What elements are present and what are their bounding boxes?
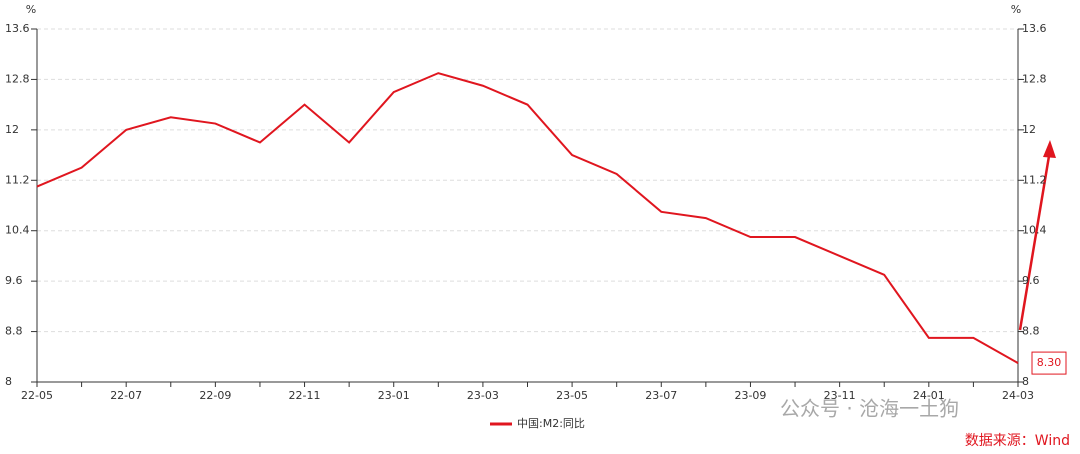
y-unit: %	[26, 3, 36, 16]
y-tick-label: 11.2	[5, 173, 30, 186]
value-label-box	[1031, 351, 1067, 375]
x-tick-label: 22-07	[110, 389, 142, 402]
y2-tick-label: 8.8	[1022, 325, 1040, 338]
watermark: 公众号 · 沧海一土狗	[780, 397, 959, 421]
y-tick-label: 8	[5, 375, 12, 388]
y-tick-label: 10.4	[5, 224, 30, 237]
arrow	[1018, 149, 1052, 331]
y2-tick-label: 13.6	[1022, 22, 1047, 35]
x-tick-label: 24-01	[913, 389, 945, 402]
y2-tick-label: 12	[1022, 123, 1036, 136]
y2-tick-label: 8	[1022, 375, 1029, 388]
source: 数据来源：Wind	[965, 433, 1070, 449]
x-tick-label: 22-11	[289, 389, 321, 402]
y2-tick-label: 10.4	[1022, 224, 1047, 237]
y-tick-label: 12	[5, 123, 19, 136]
y-tick-label: 12.8	[5, 72, 30, 85]
line	[36, 72, 1019, 364]
y2-tick-label: 12.8	[1022, 72, 1047, 85]
y2-tick-label: 11.2	[1022, 173, 1047, 186]
x-tick-label: 23-05	[556, 389, 588, 402]
arrow-head	[1043, 140, 1056, 158]
x-tick-label: 23-09	[734, 389, 766, 402]
y2-tick-label: 9.6	[1022, 274, 1040, 287]
x-tick-label: 24-03	[1002, 389, 1034, 402]
legend-label: 中国:M2:同比	[517, 417, 585, 430]
y-tick-label: 9.6	[5, 274, 23, 287]
x-tick-label: 23-11	[824, 389, 856, 402]
value-label: 8.30	[1037, 356, 1062, 369]
x-tick-label: 23-03	[467, 389, 499, 402]
y-tick-label: 13.6	[5, 22, 30, 35]
x-tick-label: 22-09	[199, 389, 231, 402]
x-tick-label: 23-01	[378, 389, 410, 402]
x-tick-label: 23-07	[645, 389, 677, 402]
y2-unit: %	[1011, 3, 1021, 16]
x-tick-label: 22-05	[21, 389, 53, 402]
y-tick-label: 8.8	[5, 325, 23, 338]
